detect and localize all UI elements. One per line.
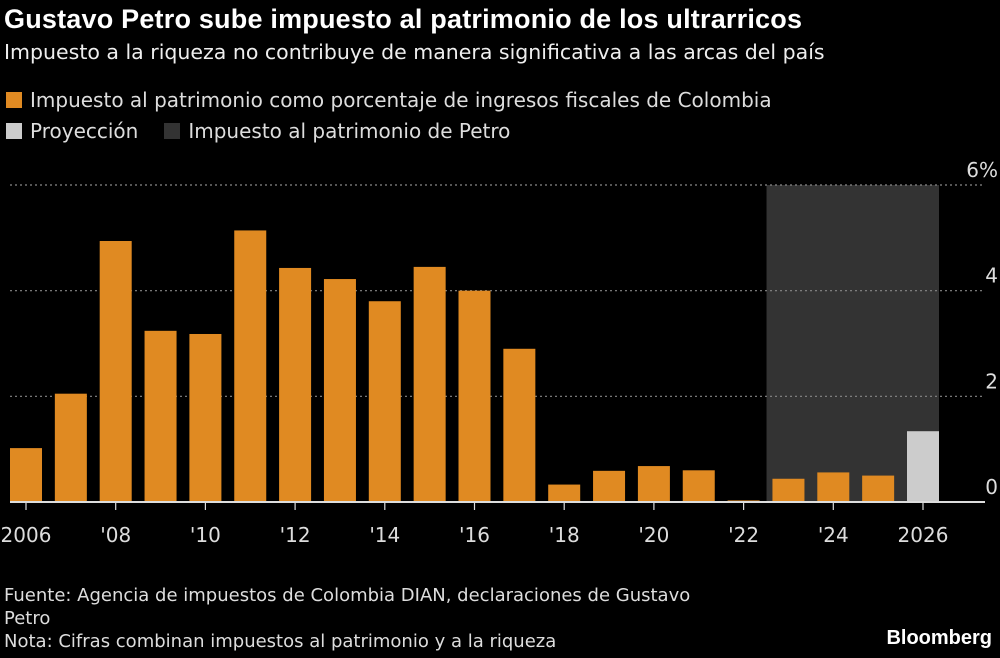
- legend-item-tax: Impuesto al patrimonio como porcentaje d…: [6, 88, 772, 112]
- bar-2009: [144, 330, 177, 502]
- bar-2007: [54, 393, 87, 502]
- bar-2024: [817, 472, 850, 502]
- chart-subtitle: Impuesto a la riqueza no contribuye de m…: [4, 40, 825, 64]
- legend-label: Impuesto al patrimonio como porcentaje d…: [30, 88, 772, 112]
- note: Nota: Cifras combinan impuestos al patri…: [4, 631, 557, 652]
- y-tick-label: 2: [985, 369, 998, 393]
- footer: Fuente: Agencia de impuestos de Colombia…: [4, 584, 724, 653]
- bar-2026: [907, 431, 939, 502]
- bar-2020: [637, 466, 670, 502]
- y-tick-label: 0: [985, 475, 998, 499]
- legend-swatch-gray: [6, 123, 22, 139]
- bar-chart: 0 2 4 6% 2006 '08 '10 '12 '14 '16 '18 '20 '22 '24 2026: [1, 158, 998, 547]
- legend-row-2: Proyección Impuesto al patrimonio de Pet…: [6, 119, 536, 143]
- chart-title: Gustavo Petro sube impuesto al patrimoni…: [4, 4, 803, 34]
- bar-2018: [548, 484, 581, 502]
- y-tick-label: 4: [985, 264, 998, 288]
- legend-swatch-orange: [6, 92, 22, 108]
- x-tick-label: '08: [100, 523, 131, 547]
- x-tick-label: '18: [549, 523, 580, 547]
- legend-row-1: Impuesto al patrimonio como porcentaje d…: [6, 88, 798, 112]
- legend-label: Proyección: [30, 119, 139, 143]
- x-tick-label: '14: [369, 523, 400, 547]
- legend-swatch-dark: [164, 123, 181, 139]
- x-tick-label: '12: [280, 523, 311, 547]
- x-tick-label: '24: [818, 523, 849, 547]
- bar-2014: [368, 301, 401, 502]
- x-tick-label: 2026: [898, 523, 949, 547]
- bar-2013: [323, 279, 356, 502]
- bar-2025: [862, 475, 895, 502]
- y-tick-label: 6%: [966, 158, 998, 182]
- bar-2011: [234, 230, 267, 502]
- bar-2019: [593, 470, 626, 502]
- bar-2021: [682, 470, 715, 502]
- legend-item-projection: Proyección: [6, 119, 138, 143]
- bar-2016: [458, 290, 491, 502]
- bar-2006: [10, 448, 42, 502]
- legend-item-petro: Impuesto al patrimonio de Petro: [164, 119, 510, 143]
- source-note: Fuente: Agencia de impuestos de Colombia…: [4, 585, 691, 629]
- x-tick-label: '22: [728, 523, 759, 547]
- x-tick-label: '16: [459, 523, 490, 547]
- bloomberg-logo: Bloomberg: [886, 627, 992, 649]
- bar-2015: [413, 266, 446, 502]
- bar-2012: [279, 267, 312, 502]
- bar-2023: [772, 478, 805, 502]
- bar-2017: [503, 348, 536, 502]
- x-tick-label: '20: [638, 523, 669, 547]
- bar-2010: [189, 333, 222, 502]
- x-tick-label: '10: [190, 523, 221, 547]
- legend-label: Impuesto al patrimonio de Petro: [188, 119, 511, 143]
- x-tick-label: 2006: [1, 523, 52, 547]
- bar-2008: [99, 241, 132, 502]
